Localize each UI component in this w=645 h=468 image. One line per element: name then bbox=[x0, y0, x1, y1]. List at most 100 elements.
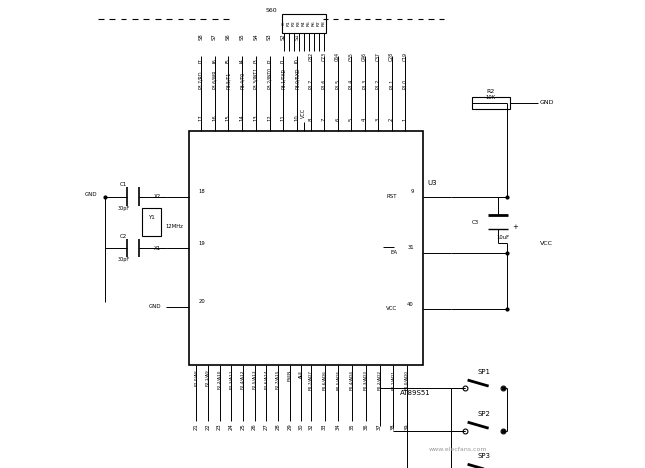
Text: 17: 17 bbox=[198, 115, 203, 121]
Text: 4: 4 bbox=[362, 118, 367, 121]
Text: X1: X1 bbox=[154, 246, 161, 250]
Text: C64: C64 bbox=[335, 52, 340, 61]
Text: 7: 7 bbox=[322, 118, 327, 121]
Text: 29: 29 bbox=[287, 424, 292, 430]
Text: C2: C2 bbox=[120, 234, 127, 239]
Text: 33: 33 bbox=[322, 424, 327, 430]
Bar bbox=[472, 97, 510, 109]
Text: 11: 11 bbox=[281, 115, 286, 121]
Text: C73: C73 bbox=[322, 52, 327, 61]
Text: U3: U3 bbox=[428, 180, 437, 185]
Text: P1.5: P1.5 bbox=[335, 79, 340, 89]
Text: P2.4/A12: P2.4/A12 bbox=[241, 370, 245, 389]
Text: C28: C28 bbox=[389, 52, 394, 61]
Text: S2: S2 bbox=[281, 33, 286, 40]
Text: P0.0/AD0: P0.0/AD0 bbox=[405, 370, 409, 390]
Text: C: C bbox=[282, 22, 286, 25]
Text: 28: 28 bbox=[275, 424, 281, 430]
Text: VCC: VCC bbox=[386, 307, 397, 311]
Text: 36: 36 bbox=[363, 424, 368, 430]
Text: 37: 37 bbox=[377, 424, 382, 430]
Text: 2: 2 bbox=[389, 118, 394, 121]
Text: P2.5/A13: P2.5/A13 bbox=[253, 370, 257, 389]
Text: 35: 35 bbox=[350, 424, 355, 430]
Text: P1.1: P1.1 bbox=[389, 79, 394, 89]
Text: SP1: SP1 bbox=[477, 369, 490, 375]
Text: S3: S3 bbox=[267, 33, 272, 40]
Text: GND: GND bbox=[148, 304, 161, 309]
Bar bbox=[143, 208, 161, 236]
Text: 30: 30 bbox=[299, 424, 304, 430]
Text: P0.6/AD6: P0.6/AD6 bbox=[322, 370, 326, 390]
Text: VCC: VCC bbox=[301, 108, 306, 118]
Text: P3.5/T1: P3.5/T1 bbox=[226, 72, 231, 89]
Text: S8: S8 bbox=[198, 33, 203, 40]
Text: I5: I5 bbox=[226, 58, 231, 63]
Text: AT89S51: AT89S51 bbox=[400, 390, 430, 396]
Text: P0.1/AD1: P0.1/AD1 bbox=[392, 370, 395, 390]
Text: GND: GND bbox=[540, 101, 555, 105]
Text: I3: I3 bbox=[253, 58, 258, 63]
Text: I4: I4 bbox=[239, 58, 244, 63]
Text: P3.6/WR: P3.6/WR bbox=[212, 69, 217, 89]
Text: I1: I1 bbox=[281, 58, 286, 63]
Text: P1.4: P1.4 bbox=[349, 79, 353, 89]
Text: I2: I2 bbox=[267, 58, 272, 63]
Text: S7: S7 bbox=[212, 33, 217, 40]
Text: EA: EA bbox=[390, 250, 397, 255]
Text: SP2: SP2 bbox=[477, 411, 490, 417]
Text: P3.2/INT0: P3.2/INT0 bbox=[267, 67, 272, 89]
Text: P3.7/RD: P3.7/RD bbox=[198, 70, 203, 89]
Text: C55: C55 bbox=[349, 52, 353, 61]
Text: I7: I7 bbox=[198, 58, 203, 63]
Text: X2: X2 bbox=[154, 194, 161, 199]
Text: I6: I6 bbox=[212, 58, 217, 63]
Text: www.elecfans.com: www.elecfans.com bbox=[429, 447, 488, 452]
Text: R7: R7 bbox=[317, 21, 321, 26]
Text: 16: 16 bbox=[212, 115, 217, 121]
Text: P2.6/A14: P2.6/A14 bbox=[264, 370, 268, 389]
Text: S60: S60 bbox=[265, 8, 277, 13]
Text: RST: RST bbox=[387, 194, 397, 199]
Text: P2.1/A9: P2.1/A9 bbox=[206, 370, 210, 387]
Text: 15: 15 bbox=[226, 115, 231, 121]
Text: 40: 40 bbox=[407, 301, 413, 307]
Text: P0.4/AD4: P0.4/AD4 bbox=[350, 370, 354, 390]
Text: S4: S4 bbox=[253, 33, 258, 40]
Text: P3.3/INT1: P3.3/INT1 bbox=[253, 67, 258, 89]
Text: P0.2/AD2: P0.2/AD2 bbox=[377, 370, 382, 390]
Text: 18: 18 bbox=[199, 189, 205, 194]
Text: R5: R5 bbox=[307, 21, 311, 26]
Text: 3: 3 bbox=[375, 118, 381, 121]
Text: R6: R6 bbox=[312, 21, 315, 26]
Text: 10K: 10K bbox=[486, 95, 496, 100]
Text: C37: C37 bbox=[375, 52, 381, 61]
Text: 20: 20 bbox=[199, 299, 205, 304]
Text: 22: 22 bbox=[205, 424, 210, 430]
Text: 30pF: 30pF bbox=[117, 206, 130, 211]
Text: 32: 32 bbox=[308, 424, 313, 430]
Text: 14: 14 bbox=[239, 115, 244, 121]
Bar bbox=[282, 14, 326, 33]
Text: SP3: SP3 bbox=[477, 453, 490, 459]
Text: C19: C19 bbox=[402, 52, 408, 61]
Text: R4: R4 bbox=[302, 21, 306, 26]
Text: 6: 6 bbox=[335, 118, 340, 121]
Text: P3.0/RXD: P3.0/RXD bbox=[295, 67, 299, 89]
Text: P2.3/A11: P2.3/A11 bbox=[229, 370, 233, 389]
Text: P2.2/A10: P2.2/A10 bbox=[217, 370, 221, 389]
Text: 27: 27 bbox=[264, 424, 269, 430]
Text: C82: C82 bbox=[308, 52, 313, 61]
Text: 23: 23 bbox=[217, 424, 222, 430]
Text: C46: C46 bbox=[362, 52, 367, 61]
Text: P1.6: P1.6 bbox=[322, 79, 327, 89]
Text: 31: 31 bbox=[407, 245, 413, 250]
Text: 13: 13 bbox=[253, 115, 258, 121]
Text: P0.5/AD5: P0.5/AD5 bbox=[336, 370, 341, 390]
Text: S1: S1 bbox=[295, 33, 299, 40]
Text: ALE: ALE bbox=[299, 370, 303, 378]
Text: P1.2: P1.2 bbox=[375, 79, 381, 89]
Text: 34: 34 bbox=[336, 424, 341, 430]
Text: 21: 21 bbox=[194, 424, 199, 430]
Text: S6: S6 bbox=[226, 33, 231, 40]
